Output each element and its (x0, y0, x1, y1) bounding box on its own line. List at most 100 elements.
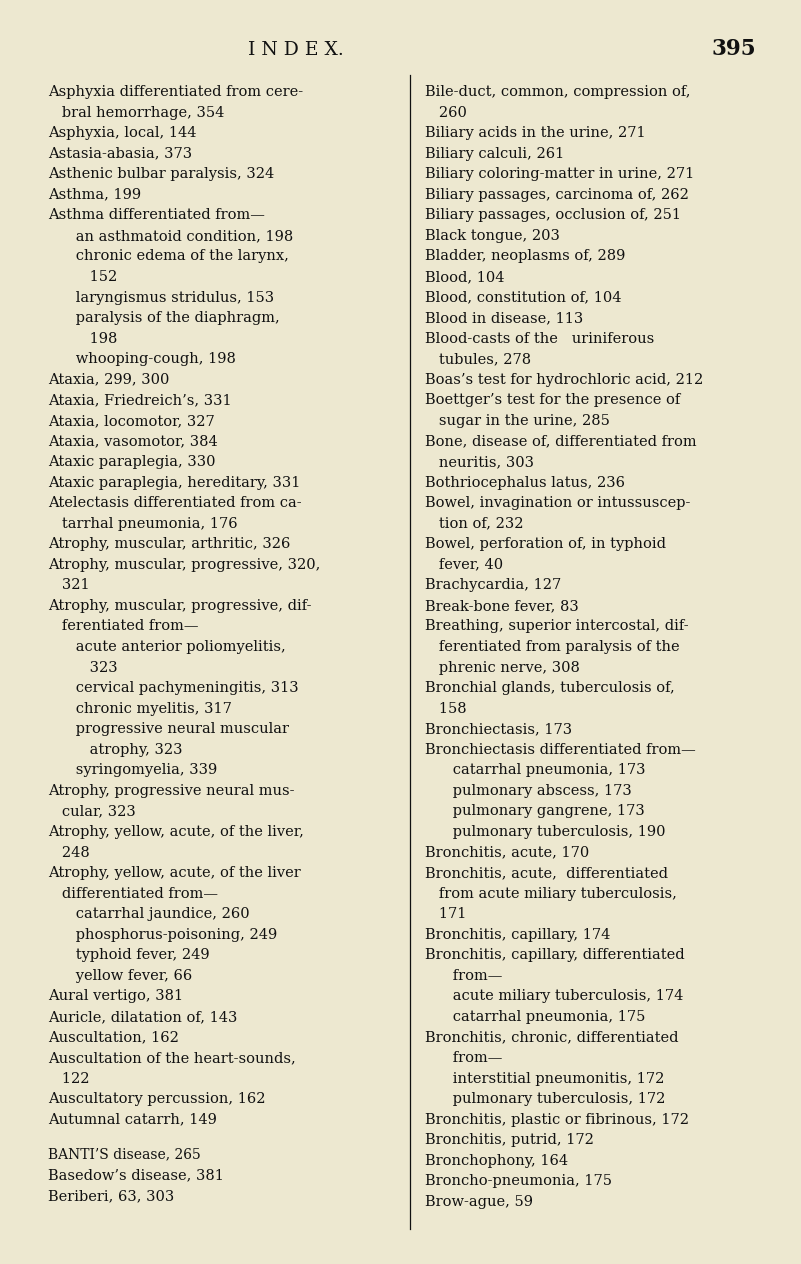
Text: pulmonary gangrene, 173: pulmonary gangrene, 173 (425, 804, 645, 819)
Text: Breathing, superior intercostal, dif-: Breathing, superior intercostal, dif- (425, 619, 689, 633)
Text: chronic myelitis, 317: chronic myelitis, 317 (48, 702, 231, 715)
Text: Bone, disease of, differentiated from: Bone, disease of, differentiated from (425, 435, 697, 449)
Text: tubules, 278: tubules, 278 (425, 353, 531, 367)
Text: Bronchitis, plastic or fibrinous, 172: Bronchitis, plastic or fibrinous, 172 (425, 1112, 689, 1126)
Text: Brow-ague, 59: Brow-ague, 59 (425, 1194, 533, 1208)
Text: Atrophy, muscular, progressive, dif-: Atrophy, muscular, progressive, dif- (48, 599, 312, 613)
Text: Auscultation of the heart-sounds,: Auscultation of the heart-sounds, (48, 1052, 296, 1066)
Text: Bronchitis, chronic, differentiated: Bronchitis, chronic, differentiated (425, 1030, 678, 1044)
Text: 323: 323 (48, 661, 118, 675)
Text: Ataxia, 299, 300: Ataxia, 299, 300 (48, 373, 169, 387)
Text: Atrophy, muscular, progressive, 320,: Atrophy, muscular, progressive, 320, (48, 557, 320, 571)
Text: whooping-cough, 198: whooping-cough, 198 (48, 353, 235, 367)
Text: ferentiated from—: ferentiated from— (48, 619, 199, 633)
Text: Atrophy, progressive neural mus-: Atrophy, progressive neural mus- (48, 784, 295, 798)
Text: atrophy, 323: atrophy, 323 (48, 743, 183, 757)
Text: Bowel, invagination or intussuscep-: Bowel, invagination or intussuscep- (425, 495, 690, 511)
Text: Bowel, perforation of, in typhoid: Bowel, perforation of, in typhoid (425, 537, 666, 551)
Text: Bladder, neoplasms of, 289: Bladder, neoplasms of, 289 (425, 249, 626, 263)
Text: Atrophy, yellow, acute, of the liver: Atrophy, yellow, acute, of the liver (48, 866, 300, 880)
Text: cular, 323: cular, 323 (48, 804, 135, 819)
Text: differentiated from—: differentiated from— (48, 886, 218, 901)
Text: Bronchitis, capillary, 174: Bronchitis, capillary, 174 (425, 928, 610, 942)
Text: pulmonary tuberculosis, 190: pulmonary tuberculosis, 190 (425, 825, 666, 839)
Text: Auscultation, 162: Auscultation, 162 (48, 1030, 179, 1044)
Text: 198: 198 (48, 331, 118, 345)
Text: tarrhal pneumonia, 176: tarrhal pneumonia, 176 (48, 517, 238, 531)
Text: Boettger’s test for the presence of: Boettger’s test for the presence of (425, 393, 680, 407)
Text: 248: 248 (48, 846, 90, 860)
Text: Bronchiectasis, 173: Bronchiectasis, 173 (425, 722, 572, 736)
Text: Blood-casts of the   uriniferous: Blood-casts of the uriniferous (425, 331, 654, 345)
Text: Auscultatory percussion, 162: Auscultatory percussion, 162 (48, 1092, 265, 1106)
Text: Basedow’s disease, 381: Basedow’s disease, 381 (48, 1168, 223, 1182)
Text: Biliary passages, carcinoma of, 262: Biliary passages, carcinoma of, 262 (425, 188, 689, 202)
Text: Atrophy, muscular, arthritic, 326: Atrophy, muscular, arthritic, 326 (48, 537, 291, 551)
Text: Asthma, 199: Asthma, 199 (48, 188, 141, 202)
Text: 395: 395 (711, 38, 756, 59)
Text: acute miliary tuberculosis, 174: acute miliary tuberculosis, 174 (425, 990, 683, 1004)
Text: I N D E X.: I N D E X. (248, 40, 344, 59)
Text: Bothriocephalus latus, 236: Bothriocephalus latus, 236 (425, 475, 625, 489)
Text: progressive neural muscular: progressive neural muscular (48, 722, 289, 736)
Text: 171: 171 (425, 908, 466, 921)
Text: 260: 260 (425, 106, 467, 120)
Text: Biliary coloring-matter in urine, 271: Biliary coloring-matter in urine, 271 (425, 167, 694, 181)
Text: Bronchitis, acute,  differentiated: Bronchitis, acute, differentiated (425, 866, 668, 880)
Text: Bronchophony, 164: Bronchophony, 164 (425, 1154, 568, 1168)
Text: Bronchiectasis differentiated from—: Bronchiectasis differentiated from— (425, 743, 696, 757)
Text: Bronchitis, putrid, 172: Bronchitis, putrid, 172 (425, 1134, 594, 1148)
Text: interstitial pneumonitis, 172: interstitial pneumonitis, 172 (425, 1072, 664, 1086)
Text: Auricle, dilatation of, 143: Auricle, dilatation of, 143 (48, 1010, 237, 1024)
Text: Aural vertigo, 381: Aural vertigo, 381 (48, 990, 183, 1004)
Text: cervical pachymeningitis, 313: cervical pachymeningitis, 313 (48, 681, 299, 695)
Text: BANTI’S disease, 265: BANTI’S disease, 265 (48, 1148, 201, 1162)
Text: pulmonary tuberculosis, 172: pulmonary tuberculosis, 172 (425, 1092, 666, 1106)
Text: Ataxic paraplegia, hereditary, 331: Ataxic paraplegia, hereditary, 331 (48, 475, 300, 489)
Text: Brachycardia, 127: Brachycardia, 127 (425, 579, 562, 593)
Text: Ataxia, locomotor, 327: Ataxia, locomotor, 327 (48, 413, 215, 428)
Text: Bronchitis, acute, 170: Bronchitis, acute, 170 (425, 846, 590, 860)
Text: ferentiated from paralysis of the: ferentiated from paralysis of the (425, 640, 679, 653)
Text: Bile-duct, common, compression of,: Bile-duct, common, compression of, (425, 85, 690, 99)
Text: Black tongue, 203: Black tongue, 203 (425, 229, 560, 243)
Text: Break-bone fever, 83: Break-bone fever, 83 (425, 599, 579, 613)
Text: tion of, 232: tion of, 232 (425, 517, 524, 531)
Text: acute anterior poliomyelitis,: acute anterior poliomyelitis, (48, 640, 286, 653)
Text: 321: 321 (48, 579, 90, 593)
Text: Autumnal catarrh, 149: Autumnal catarrh, 149 (48, 1112, 217, 1126)
Text: laryngismus stridulus, 153: laryngismus stridulus, 153 (48, 291, 274, 305)
Text: Asphyxia differentiated from cere-: Asphyxia differentiated from cere- (48, 85, 303, 99)
Text: bral hemorrhage, 354: bral hemorrhage, 354 (48, 106, 224, 120)
Text: Blood, 104: Blood, 104 (425, 270, 505, 284)
Text: chronic edema of the larynx,: chronic edema of the larynx, (48, 249, 289, 263)
Text: Asthma differentiated from—: Asthma differentiated from— (48, 209, 265, 222)
Text: catarrhal jaundice, 260: catarrhal jaundice, 260 (48, 908, 250, 921)
Text: from—: from— (425, 969, 502, 983)
Text: paralysis of the diaphragm,: paralysis of the diaphragm, (48, 311, 280, 325)
Text: yellow fever, 66: yellow fever, 66 (48, 969, 192, 983)
Text: 122: 122 (48, 1072, 90, 1086)
Text: an asthmatoid condition, 198: an asthmatoid condition, 198 (48, 229, 293, 243)
Text: Astasia-abasia, 373: Astasia-abasia, 373 (48, 147, 192, 161)
Text: Broncho-pneumonia, 175: Broncho-pneumonia, 175 (425, 1174, 612, 1188)
Text: sugar in the urine, 285: sugar in the urine, 285 (425, 413, 610, 428)
Text: Atrophy, yellow, acute, of the liver,: Atrophy, yellow, acute, of the liver, (48, 825, 304, 839)
Text: catarrhal pneumonia, 175: catarrhal pneumonia, 175 (425, 1010, 646, 1024)
Text: Ataxia, Friedreich’s, 331: Ataxia, Friedreich’s, 331 (48, 393, 231, 407)
Text: Asthenic bulbar paralysis, 324: Asthenic bulbar paralysis, 324 (48, 167, 274, 181)
Text: fever, 40: fever, 40 (425, 557, 503, 571)
Text: Atelectasis differentiated from ca-: Atelectasis differentiated from ca- (48, 495, 302, 511)
Text: catarrhal pneumonia, 173: catarrhal pneumonia, 173 (425, 763, 646, 777)
Text: Biliary passages, occlusion of, 251: Biliary passages, occlusion of, 251 (425, 209, 681, 222)
Text: Ataxic paraplegia, 330: Ataxic paraplegia, 330 (48, 455, 215, 469)
Text: 152: 152 (48, 270, 117, 284)
Text: typhoid fever, 249: typhoid fever, 249 (48, 948, 210, 962)
Text: neuritis, 303: neuritis, 303 (425, 455, 534, 469)
Text: 158: 158 (425, 702, 467, 715)
Text: Boas’s test for hydrochloric acid, 212: Boas’s test for hydrochloric acid, 212 (425, 373, 703, 387)
Text: Beriberi, 63, 303: Beriberi, 63, 303 (48, 1189, 175, 1203)
Text: from acute miliary tuberculosis,: from acute miliary tuberculosis, (425, 886, 677, 901)
Text: Biliary calculi, 261: Biliary calculi, 261 (425, 147, 564, 161)
Text: syringomyelia, 339: syringomyelia, 339 (48, 763, 217, 777)
